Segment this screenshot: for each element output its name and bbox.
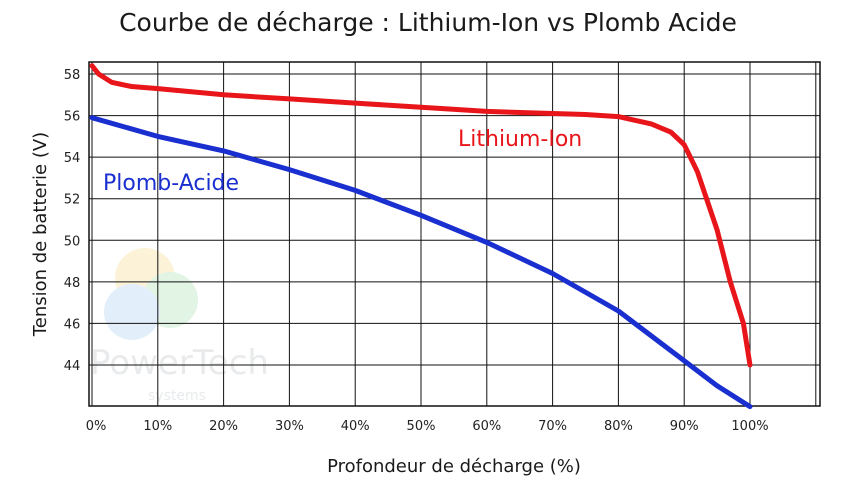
x-axis-label: Profondeur de décharge (%) [327, 456, 581, 477]
x-tick-label: 30% [275, 419, 304, 434]
watermark-logo: PowerTech systems [90, 248, 269, 404]
y-tick-label: 54 [64, 151, 81, 166]
annotation-lithium-ion: Lithium-Ion [458, 127, 582, 152]
x-tick-labels: 0% 10% 20% 30% 40% 50% 60% 70% 80% 90% 100% [86, 419, 769, 434]
y-tick-label: 50 [64, 234, 81, 249]
y-tick-label: 56 [64, 110, 81, 125]
y-tick-label: 46 [64, 317, 81, 332]
x-tick-label: 60% [472, 419, 501, 434]
x-tick-label: 0% [86, 419, 107, 434]
grid [89, 62, 820, 406]
x-tick-label: 10% [143, 419, 172, 434]
watermark-brand: PowerTech [90, 343, 269, 383]
x-tick-label: 50% [407, 419, 436, 434]
y-tick-label: 58 [64, 68, 81, 83]
chart-title: Courbe de décharge : Lithium-Ion vs Plom… [119, 8, 737, 37]
y-axis-label: Tension de batterie (V) [30, 132, 51, 337]
series-line-plomb-acide [89, 115, 753, 410]
annotation-plomb-acide: Plomb-Acide [103, 171, 239, 196]
x-tick-label: 90% [670, 419, 699, 434]
y-tick-label: 44 [64, 359, 81, 374]
x-tick-label: 100% [731, 419, 768, 434]
series-lines [89, 63, 753, 410]
y-tick-label: 52 [64, 193, 81, 208]
x-tick-label: 40% [341, 419, 370, 434]
watermark-sub: systems [148, 388, 206, 404]
series-line-lithium-ion [89, 63, 753, 368]
y-tick-labels: 44 46 48 50 52 54 56 58 [64, 68, 81, 374]
x-tick-label: 80% [604, 419, 633, 434]
x-tick-label: 20% [209, 419, 238, 434]
y-tick-label: 48 [64, 276, 81, 291]
plot-frame [88, 61, 821, 407]
x-tick-label: 70% [538, 419, 567, 434]
